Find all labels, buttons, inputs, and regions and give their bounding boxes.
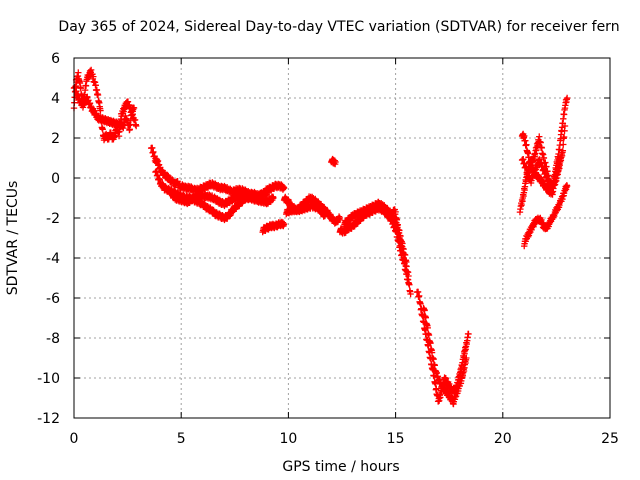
data-point <box>538 144 546 152</box>
y-tick-label: 4 <box>51 91 60 107</box>
x-tick-label: 0 <box>70 431 79 447</box>
data-point <box>561 122 569 130</box>
x-tick-label: 10 <box>279 431 297 447</box>
data-point <box>559 147 567 154</box>
data-point <box>560 141 567 148</box>
data-point <box>392 208 399 216</box>
y-tick-label: 6 <box>51 51 60 67</box>
data-point <box>563 94 571 102</box>
data-point <box>280 220 288 228</box>
data-point <box>425 331 433 339</box>
data-point <box>280 184 288 192</box>
data-point <box>433 385 440 392</box>
y-tick-label: 2 <box>51 131 60 147</box>
y-tick-label: -8 <box>46 331 60 347</box>
data-point <box>424 324 431 332</box>
data-point <box>97 107 104 114</box>
data-point <box>321 212 329 220</box>
data-point <box>75 69 82 76</box>
data-point <box>563 182 571 190</box>
data-point <box>130 104 138 112</box>
data-point <box>417 300 424 307</box>
data-point <box>427 339 434 347</box>
y-tick-label: -2 <box>46 211 60 227</box>
data-point <box>270 194 277 202</box>
data-point <box>336 214 344 222</box>
chart-title: Day 365 of 2024, Sidereal Day-to-day VTE… <box>58 19 619 35</box>
y-tick-label: 0 <box>51 171 60 187</box>
y-tick-labels: -12 -10 -8 -6 -4 -2 0 2 4 6 <box>37 51 60 427</box>
data-point <box>407 290 414 298</box>
data-point <box>557 154 564 162</box>
data-point <box>263 190 271 198</box>
plot-frame <box>73 57 611 419</box>
data-point <box>523 141 530 148</box>
data-point <box>406 281 413 288</box>
data-point <box>403 258 410 266</box>
data-point <box>421 307 428 314</box>
x-tick-label: 25 <box>601 431 619 447</box>
data-point <box>415 292 423 300</box>
y-axis-label: SDTVAR / TECUs <box>5 181 21 296</box>
data-point <box>332 158 339 166</box>
data-point <box>560 133 568 141</box>
x-tick-label: 20 <box>494 431 512 447</box>
data-point <box>128 112 135 119</box>
data-point <box>99 126 106 133</box>
data-point <box>422 314 430 321</box>
data-points <box>70 66 571 408</box>
data-point <box>405 272 412 280</box>
x-axis-label: GPS time / hours <box>282 459 399 475</box>
y-tick-label: -6 <box>46 291 60 307</box>
y-tick-label: -10 <box>37 371 60 387</box>
data-point <box>77 85 84 92</box>
data-point <box>132 122 140 130</box>
y-tick-label: -4 <box>46 251 60 267</box>
data-point <box>463 354 470 362</box>
x-tick-label: 15 <box>387 431 405 447</box>
x-tick-label: 5 <box>177 431 186 447</box>
data-point <box>94 91 102 99</box>
y-tick-label: -12 <box>37 411 60 427</box>
data-point <box>393 216 401 223</box>
x-tick-labels: 0 5 10 15 20 25 <box>70 431 619 447</box>
data-point <box>465 330 472 338</box>
